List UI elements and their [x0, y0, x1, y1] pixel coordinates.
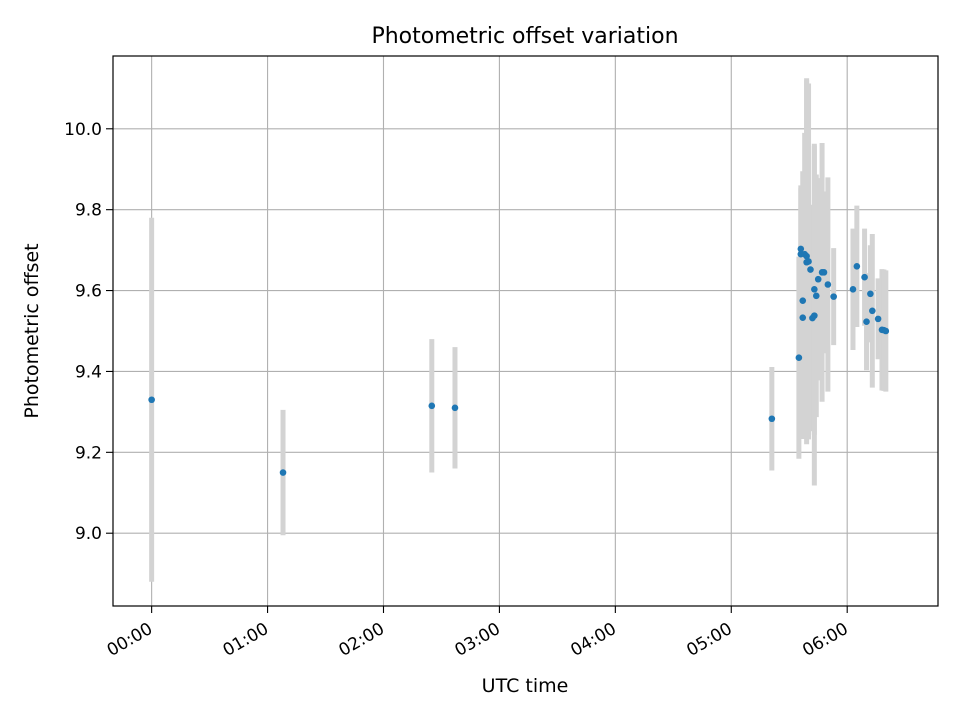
data-point: [811, 286, 818, 293]
data-point: [861, 273, 868, 281]
data-point: [814, 275, 822, 283]
data-point: [148, 396, 155, 404]
data-point: [853, 262, 861, 270]
data-point: [768, 415, 776, 423]
data-point: [451, 404, 459, 412]
data-point: [805, 258, 812, 265]
y-tick-label: 10.0: [64, 120, 102, 140]
data-point: [863, 318, 870, 325]
y-tick-label: 9.4: [75, 362, 102, 382]
data-point: [830, 293, 837, 300]
x-axis-label: UTC time: [482, 675, 569, 697]
data-point: [811, 312, 818, 319]
y-tick-label: 9.6: [75, 282, 102, 302]
data-point: [867, 290, 874, 298]
y-tick-label: 9.2: [75, 443, 102, 463]
data-point: [874, 315, 882, 323]
data-point: [428, 402, 436, 410]
data-point: [797, 245, 805, 253]
data-point: [812, 292, 820, 300]
data-point: [882, 327, 890, 335]
point-layer: [148, 245, 890, 476]
data-point: [824, 281, 832, 288]
data-point: [849, 286, 857, 293]
data-point: [869, 307, 876, 315]
tick-layer: 00:00 01:00 02:00 03:00 04:00 05:00 06:009.09.…: [64, 120, 852, 661]
plot-frame: [112, 55, 939, 607]
y-tick-label: 9.0: [75, 524, 102, 544]
data-point: [799, 297, 807, 304]
chart-title: Photometric offset variation: [371, 24, 678, 49]
data-point: [803, 252, 810, 260]
data-point: [799, 314, 807, 321]
y-tick-label: 9.8: [75, 201, 102, 221]
y-axis-label: Photometric offset: [21, 243, 43, 418]
data-point: [807, 266, 814, 273]
data-point: [795, 354, 803, 361]
data-point: [820, 269, 828, 276]
data-point: [279, 469, 287, 476]
